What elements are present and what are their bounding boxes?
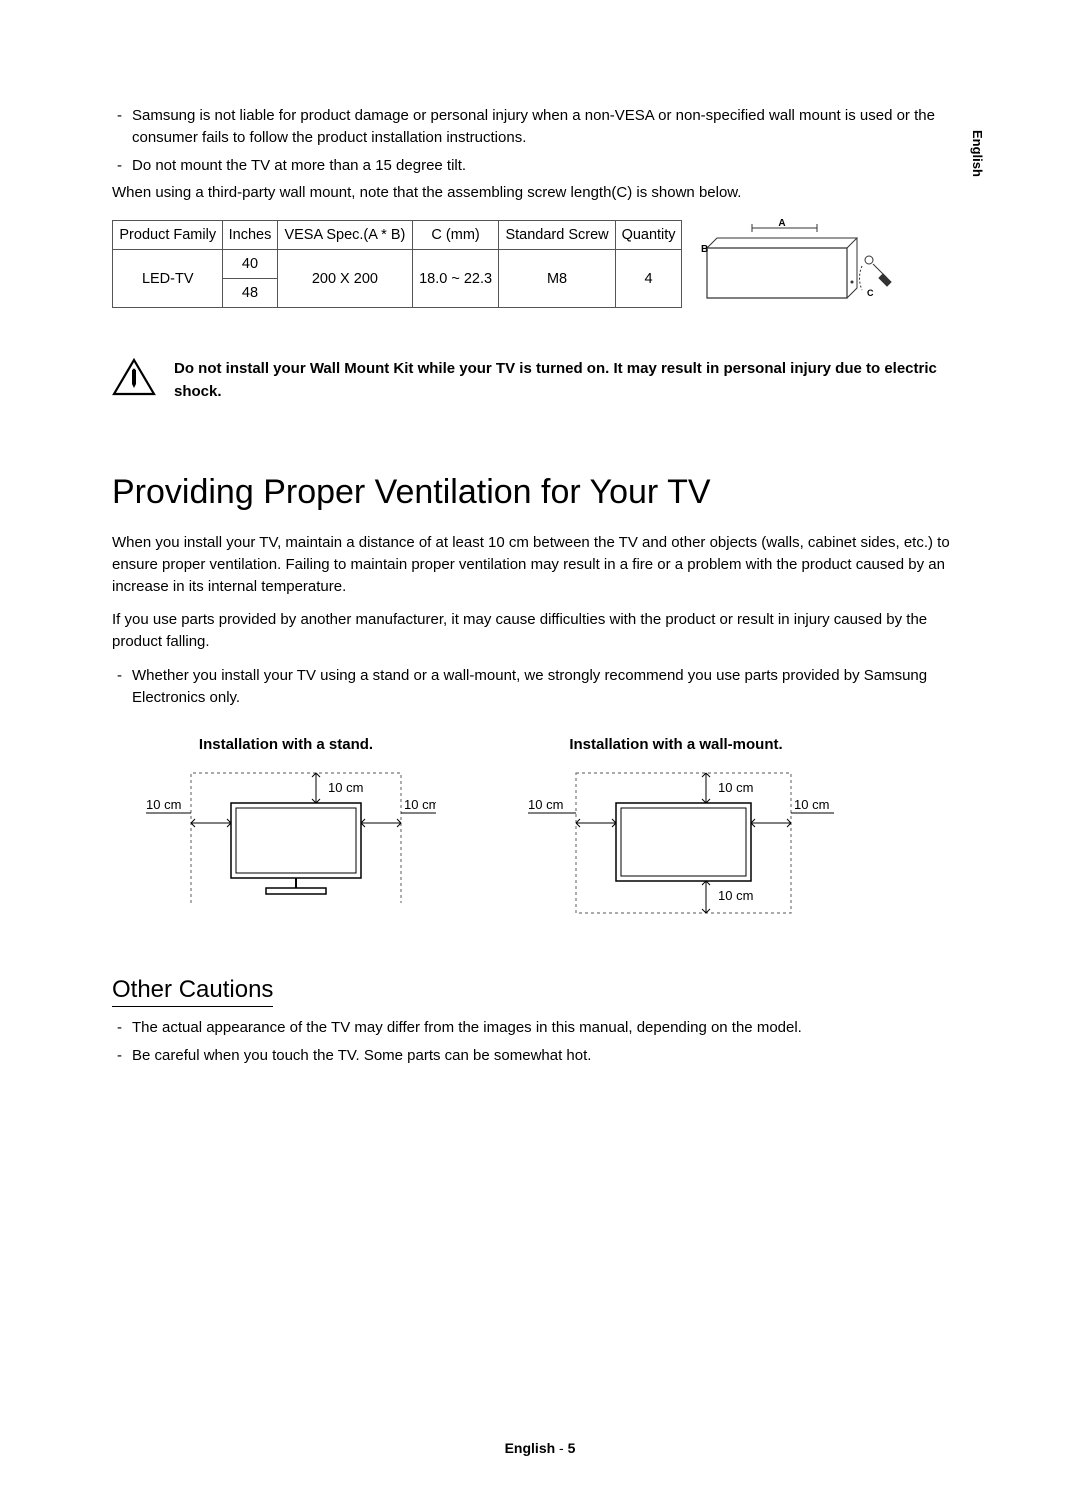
ventilation-p1: When you install your TV, maintain a dis… bbox=[112, 532, 962, 597]
installation-diagrams: Installation with a stand. 10 cm 10 cm bbox=[136, 736, 980, 928]
td-vesa: 200 X 200 bbox=[277, 250, 413, 308]
th-inches: Inches bbox=[223, 221, 277, 250]
bullet-item: The actual appearance of the TV may diff… bbox=[112, 1017, 980, 1039]
footer-page: 5 bbox=[568, 1440, 576, 1456]
dist-right: 10 cm bbox=[794, 797, 829, 812]
td-c-mm: 18.0 ~ 22.3 bbox=[413, 250, 499, 308]
ventilation-bullet-list: Whether you install your TV using a stan… bbox=[112, 665, 980, 709]
td-inches-2: 48 bbox=[223, 279, 277, 308]
warning-block: Do not install your Wall Mount Kit while… bbox=[112, 358, 980, 403]
td-qty: 4 bbox=[616, 250, 682, 308]
footer-sep: - bbox=[555, 1440, 567, 1456]
dist-right: 10 cm bbox=[404, 797, 436, 812]
th-qty: Quantity bbox=[616, 221, 682, 250]
footer-lang: English bbox=[505, 1440, 556, 1456]
other-cautions-list: The actual appearance of the TV may diff… bbox=[112, 1017, 980, 1067]
label-a: A bbox=[778, 218, 785, 229]
install-wall-col: Installation with a wall-mount. 10 cm 10… bbox=[516, 736, 836, 928]
vesa-spec-table: Product Family Inches VESA Spec.(A * B) … bbox=[112, 220, 682, 308]
td-screw: M8 bbox=[498, 250, 615, 308]
label-b: B bbox=[701, 244, 708, 255]
install-stand-title: Installation with a stand. bbox=[136, 736, 436, 753]
dist-top: 10 cm bbox=[328, 780, 363, 795]
td-product-family: LED-TV bbox=[113, 250, 223, 308]
install-wall-diagram: 10 cm 10 cm 10 cm 10 cm bbox=[516, 763, 836, 923]
section-title-ventilation: Providing Proper Ventilation for Your TV bbox=[112, 473, 980, 512]
assemble-note: When using a third-party wall mount, not… bbox=[112, 182, 980, 204]
bullet-item: Samsung is not liable for product damage… bbox=[112, 105, 980, 149]
dist-top: 10 cm bbox=[718, 780, 753, 795]
th-product-family: Product Family bbox=[113, 221, 223, 250]
install-wall-title: Installation with a wall-mount. bbox=[516, 736, 836, 753]
warning-triangle-icon bbox=[112, 358, 156, 398]
install-stand-diagram: 10 cm 10 cm 10 cm bbox=[136, 763, 436, 913]
td-inches-1: 40 bbox=[223, 250, 277, 279]
th-c-mm: C (mm) bbox=[413, 221, 499, 250]
table-and-diagram: Product Family Inches VESA Spec.(A * B) … bbox=[112, 214, 980, 318]
bullet-item: Be careful when you touch the TV. Some p… bbox=[112, 1045, 980, 1067]
dist-left: 10 cm bbox=[528, 797, 563, 812]
th-vesa: VESA Spec.(A * B) bbox=[277, 221, 413, 250]
label-c: C bbox=[867, 288, 874, 298]
bullet-item: Whether you install your TV using a stan… bbox=[112, 665, 980, 709]
warning-text: Do not install your Wall Mount Kit while… bbox=[174, 358, 974, 403]
dist-left: 10 cm bbox=[146, 797, 181, 812]
page-footer: English - 5 bbox=[0, 1440, 1080, 1456]
bullet-item: Do not mount the TV at more than a 15 de… bbox=[112, 155, 980, 177]
th-screw: Standard Screw bbox=[498, 221, 615, 250]
ventilation-p2: If you use parts provided by another man… bbox=[112, 609, 962, 653]
dist-bottom: 10 cm bbox=[718, 888, 753, 903]
wall-bracket-diagram: A B C bbox=[697, 218, 897, 318]
top-bullet-list: Samsung is not liable for product damage… bbox=[112, 105, 980, 176]
section-title-other-cautions: Other Cautions bbox=[112, 976, 273, 1007]
install-stand-col: Installation with a stand. 10 cm 10 cm bbox=[136, 736, 436, 928]
